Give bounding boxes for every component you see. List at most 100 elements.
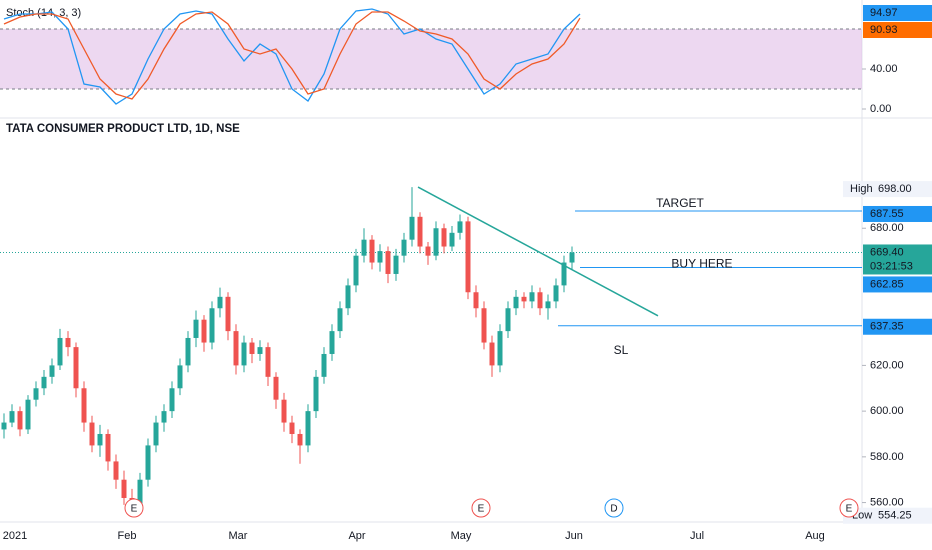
event-label: E [846, 504, 853, 515]
candle-body [513, 296, 519, 309]
chart-title: TATA CONSUMER PRODUCT LTD, 1D, NSE [6, 123, 240, 135]
candle-body [273, 376, 279, 400]
candle-body [313, 376, 319, 412]
candle-body [177, 365, 183, 389]
last-price: 669.40 [870, 246, 904, 258]
high-value: 698.00 [878, 183, 912, 195]
last-value-label-box [863, 5, 932, 21]
low-box [843, 507, 932, 524]
candle-body [105, 433, 111, 462]
candle-body [457, 221, 463, 233]
candle-body [521, 296, 527, 302]
trendline [417, 186, 659, 317]
level-price-box [863, 318, 932, 335]
x-tick-label: Apr [348, 530, 365, 542]
candle-body [241, 342, 247, 366]
candle-body [225, 296, 231, 332]
candle-body [97, 433, 103, 446]
candle-body [361, 239, 367, 256]
last-value-label-box [863, 22, 932, 38]
candle-body [1, 422, 7, 430]
last-value-label: 90.93 [870, 24, 898, 36]
level-price-box [863, 205, 932, 222]
candle-body [425, 246, 431, 256]
candle-body [49, 365, 55, 377]
x-tick-label: Feb [118, 530, 137, 542]
countdown: 03:21:53 [870, 260, 913, 272]
y-tick-label: 620.00 [870, 359, 904, 371]
candle-body [265, 347, 271, 377]
candle-body [329, 331, 335, 354]
event-label: E [131, 504, 138, 515]
candle-body [161, 411, 167, 423]
stoch-line [3, 8, 581, 105]
candle-body [113, 461, 119, 480]
candle-body [465, 221, 471, 293]
level-label: BUY HERE [671, 257, 732, 271]
candle-body [145, 445, 151, 480]
x-tick-label: Mar [229, 530, 248, 542]
y-tick-label: 680.00 [870, 222, 904, 234]
candle-body [569, 252, 575, 263]
level-price-box [863, 276, 932, 293]
candle-body [17, 411, 23, 430]
candle-body [561, 262, 567, 286]
candle-body [385, 251, 391, 274]
candle-body [449, 232, 455, 247]
x-tick-label: Jul [690, 530, 704, 542]
x-tick-label: Jun [565, 530, 583, 542]
candle-body [209, 308, 215, 343]
y-tick-label: 0.00 [870, 103, 891, 115]
candle-body [89, 422, 95, 446]
candle-body [25, 399, 31, 430]
candle-body [345, 285, 351, 309]
candle-body [553, 285, 559, 302]
candle-body [505, 308, 511, 332]
event-marker [471, 498, 491, 518]
candle-body [201, 319, 207, 343]
candle-body [121, 479, 127, 498]
candle-body [41, 376, 47, 389]
level-price: 687.55 [870, 208, 904, 220]
stoch-line [3, 11, 581, 100]
candle-body [489, 342, 495, 366]
candle-body [481, 308, 487, 343]
y-tick-label: 600.00 [870, 405, 904, 417]
event-marker [604, 498, 624, 518]
event-label: D [610, 504, 617, 515]
candle-body [497, 331, 503, 366]
y-tick-label: 40.00 [870, 63, 898, 75]
candle-body [281, 399, 287, 423]
level-price: 637.35 [870, 321, 904, 333]
candle-body [409, 216, 415, 240]
candle-body [169, 388, 175, 412]
candle-body [73, 347, 79, 389]
candle-body [417, 216, 423, 247]
candle-body [257, 347, 263, 354]
candle-body [369, 239, 375, 263]
high-name: High [850, 183, 873, 195]
candle-body [153, 422, 159, 446]
candle-body [249, 342, 255, 354]
candle-body [57, 337, 63, 366]
candle-body [217, 296, 223, 309]
candle-body [233, 331, 239, 366]
x-tick-label: May [451, 530, 472, 542]
level-label: TARGET [656, 196, 704, 210]
candle-body [289, 422, 295, 434]
low-value: 554.25 [878, 510, 912, 522]
candle-body [81, 388, 87, 423]
candle-body [441, 228, 447, 247]
candle-body [305, 411, 311, 446]
x-tick-label: Aug [805, 530, 825, 542]
candle-body [545, 301, 551, 309]
x-tick-label: 2021 [3, 530, 27, 542]
candle-body [473, 292, 479, 309]
event-label: E [478, 504, 485, 515]
candle-body [137, 479, 143, 508]
candle-body [337, 308, 343, 332]
last-price-box [863, 244, 932, 275]
candle-body [537, 292, 543, 309]
candle-body [185, 337, 191, 366]
